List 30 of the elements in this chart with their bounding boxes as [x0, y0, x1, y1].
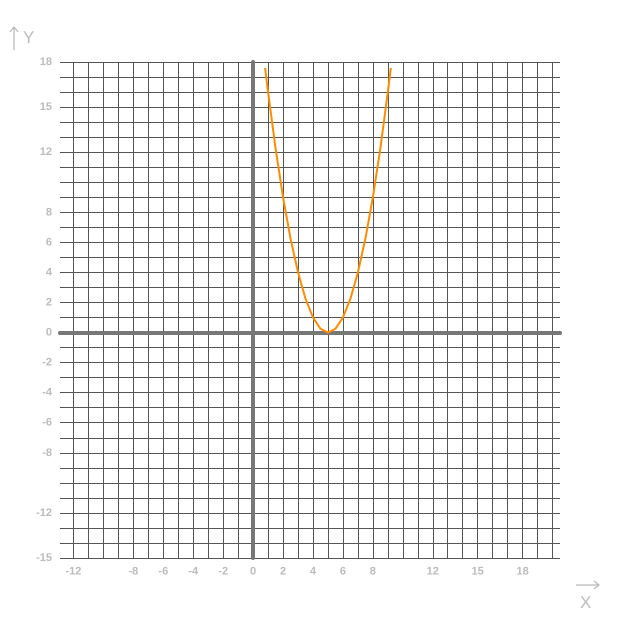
- y-tick-label: -4: [42, 386, 53, 399]
- x-tick-label: 12: [426, 566, 439, 578]
- x-tick-label: 2: [280, 566, 286, 578]
- line-series: [264, 67, 392, 334]
- y-tick-label: -6: [42, 416, 52, 429]
- y-tick-label: 6: [46, 236, 52, 248]
- x-tick-label: 6: [340, 566, 346, 578]
- x-tick-label: 15: [472, 566, 484, 578]
- x-tick-label: -2: [218, 566, 228, 578]
- y-tick-label: 12: [40, 146, 52, 158]
- y-tick-label: 4: [46, 266, 53, 278]
- x-tick-label: -12: [66, 566, 82, 578]
- x-tick-label: -4: [188, 566, 200, 578]
- y-tick-label: -15: [36, 552, 52, 564]
- x-tick-label: 18: [516, 566, 529, 578]
- x-tick-label: -6: [158, 566, 168, 578]
- y-tick-label: -8: [42, 446, 52, 459]
- x-tick-label: -8: [128, 566, 138, 578]
- x-tick-label: 0: [250, 566, 256, 578]
- y-axis-title: Y: [23, 28, 34, 48]
- y-tick-label: 18: [40, 56, 52, 68]
- y-tick-label: 15: [40, 101, 52, 114]
- x-tick-label: 4: [310, 566, 317, 578]
- y-tick-label: 8: [46, 206, 52, 218]
- x-tick-label: 8: [370, 566, 376, 578]
- x-axis-title: X: [580, 593, 592, 613]
- y-tick-label: -2: [42, 356, 52, 369]
- y-tick-label: 2: [46, 296, 52, 308]
- y-tick-label: 0: [46, 326, 52, 339]
- y-tick-label: -12: [36, 506, 52, 519]
